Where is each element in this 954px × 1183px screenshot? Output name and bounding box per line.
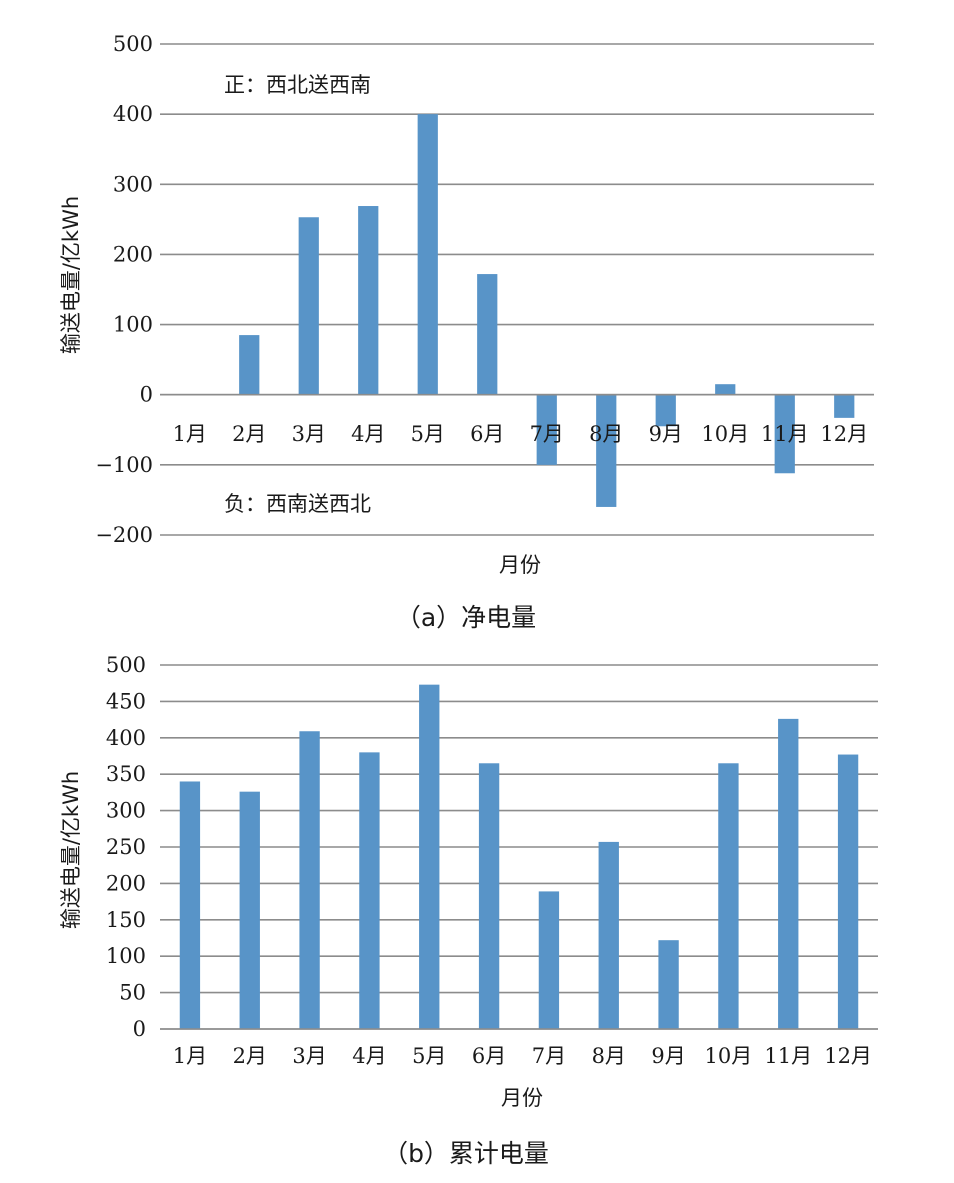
x-tick-label: 5月 [411, 422, 445, 446]
bar-8月 [596, 394, 617, 507]
y-gridlines [160, 43, 874, 536]
x-tick-label: 10月 [705, 1044, 753, 1068]
x-axis-label: 月份 [501, 1086, 543, 1110]
bar-8月 [598, 841, 619, 1029]
annotation-negative: 负：西南送西北 [224, 492, 371, 516]
x-tick-label: 2月 [233, 1044, 267, 1068]
x-tick-label: 5月 [412, 1044, 446, 1068]
annotation-positive: 正：西北送西南 [224, 73, 371, 97]
bar-11月 [774, 394, 795, 474]
x-tick-labels: 1月 2月 3月 4月 5月 6月 7月 8月 9月 10月 11月 12月 [173, 422, 869, 446]
bar-7月 [536, 394, 557, 465]
x-tick-label: 11月 [764, 1044, 812, 1068]
chart-caption: （b）累计电量 [383, 1139, 549, 1168]
bar-9月 [655, 394, 676, 427]
y-tick-label: 300 [113, 172, 153, 196]
x-tick-label: 7月 [532, 1044, 566, 1068]
bar-4月 [359, 752, 380, 1029]
bar-10月 [718, 763, 739, 1029]
bar-11月 [778, 718, 799, 1029]
y-tick-label: −100 [95, 453, 153, 477]
x-tick-label: 9月 [649, 422, 683, 446]
bar-12月 [837, 754, 859, 1029]
y-tick-label: 200 [113, 242, 153, 266]
bar-6月 [477, 274, 498, 395]
x-tick-label: 12月 [824, 1044, 872, 1068]
y-axis-label: 输送电量/亿kWh [59, 196, 83, 354]
y-tick-label: 0 [140, 383, 153, 407]
y-gridlines [160, 664, 878, 1030]
x-tick-label: 9月 [651, 1044, 685, 1068]
bar-2月 [239, 335, 260, 395]
bar-3月 [299, 731, 320, 1029]
y-tick-label: 200 [106, 871, 146, 895]
y-tick-label: 300 [106, 799, 146, 823]
bar-3月 [298, 217, 319, 395]
x-tick-label: 6月 [472, 1044, 506, 1068]
bar-5月 [419, 684, 440, 1029]
y-tick-label: 400 [106, 726, 146, 750]
x-tick-label: 4月 [352, 1044, 386, 1068]
y-tick-label: −200 [95, 523, 153, 547]
y-tick-label: 450 [106, 689, 146, 713]
y-tick-label: 0 [133, 1017, 146, 1041]
bar-2月 [239, 791, 260, 1029]
y-tick-labels: 500 400 300 200 100 0 −100 −200 [95, 32, 153, 547]
x-axis-label: 月份 [499, 553, 541, 577]
bar-1月 [179, 781, 201, 1029]
y-tick-label: 50 [119, 981, 146, 1005]
x-tick-label: 4月 [351, 422, 385, 446]
bar-4月 [358, 206, 379, 395]
x-tick-label: 6月 [470, 422, 504, 446]
bar-10月 [715, 384, 736, 395]
bar-series [160, 114, 874, 507]
x-tick-label: 7月 [530, 422, 564, 446]
y-tick-label: 100 [113, 313, 153, 337]
y-axis-label: 输送电量/亿kWh [59, 771, 83, 929]
x-tick-label: 8月 [592, 1044, 626, 1068]
x-tick-label: 1月 [173, 1044, 207, 1068]
x-tick-labels: 1月 2月 3月 4月 5月 6月 7月 8月 9月 10月 11月 12月 [173, 1044, 872, 1068]
x-tick-label: 8月 [589, 422, 623, 446]
y-tick-label: 500 [113, 32, 153, 56]
x-tick-label: 11月 [761, 422, 809, 446]
y-tick-label: 150 [106, 908, 146, 932]
bar-series [160, 684, 878, 1030]
x-tick-label: 3月 [292, 422, 326, 446]
chart-caption: （a）净电量 [396, 603, 536, 632]
bar-6月 [478, 763, 500, 1029]
y-tick-label: 250 [106, 835, 146, 859]
net-energy-chart: 500 400 300 200 100 0 −100 −200 1月 2月 3月 4月 5月 6月 7月 8… [59, 32, 874, 632]
x-tick-label: 1月 [173, 422, 207, 446]
x-tick-label: 10月 [701, 422, 749, 446]
x-tick-label: 3月 [292, 1044, 326, 1068]
bar-12月 [834, 394, 855, 418]
bar-7月 [538, 891, 560, 1029]
bar-5月 [417, 114, 438, 395]
y-tick-label: 400 [113, 102, 153, 126]
x-tick-label: 2月 [232, 422, 266, 446]
y-tick-label: 100 [106, 944, 146, 968]
x-tick-label: 12月 [820, 422, 868, 446]
y-tick-label: 500 [106, 653, 146, 677]
y-tick-label: 350 [106, 762, 146, 786]
bar-9月 [658, 940, 679, 1029]
